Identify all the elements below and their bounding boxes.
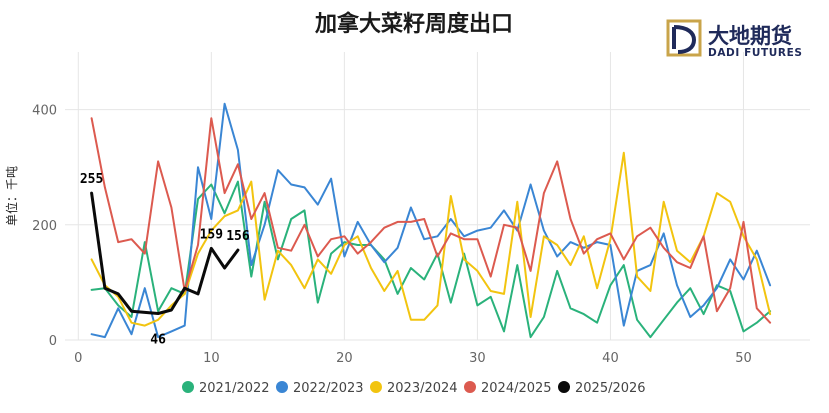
legend-label: 2021/2022 bbox=[199, 381, 270, 396]
legend-item[interactable]: 2022/2023 bbox=[276, 381, 364, 396]
data-label: 255 bbox=[80, 172, 103, 187]
legend-label: 2022/2023 bbox=[293, 381, 364, 396]
x-tick-label: 0 bbox=[74, 351, 82, 366]
legend-label: 2024/2025 bbox=[481, 381, 552, 396]
legend-label: 2023/2024 bbox=[387, 381, 458, 396]
legend-marker bbox=[276, 381, 288, 393]
legend-item[interactable]: 2021/2022 bbox=[182, 381, 270, 396]
x-tick-label: 20 bbox=[336, 351, 353, 366]
legend-item[interactable]: 2024/2025 bbox=[464, 381, 552, 396]
data-label: 46 bbox=[150, 333, 166, 348]
legend-label: 2025/2026 bbox=[575, 381, 646, 396]
y-tick-label: 0 bbox=[49, 334, 57, 349]
legend: 2021/2022 2022/2023 2023/2024 2024/2025 2025… bbox=[182, 381, 646, 396]
series-line-2023-2024 bbox=[90, 151, 772, 327]
x-tick-label: 50 bbox=[735, 351, 752, 366]
data-label: 159 bbox=[200, 227, 223, 242]
data-label: 156 bbox=[226, 229, 250, 244]
chart-title: 加拿大菜籽周度出口 bbox=[314, 11, 513, 37]
x-tick-label: 10 bbox=[203, 351, 220, 366]
y-tick-label: 200 bbox=[32, 219, 57, 234]
gridlines bbox=[65, 52, 810, 341]
series-line-2024-2025 bbox=[90, 117, 772, 324]
series-line-2025-2026 bbox=[90, 191, 240, 315]
legend-item[interactable]: 2025/2026 bbox=[558, 381, 646, 396]
brand-logo: 大地期货 DADI FUTURES bbox=[666, 19, 803, 59]
data-labels: 255 46 159 156 bbox=[80, 172, 250, 347]
y-axis-label: 单位：千吨 bbox=[4, 166, 19, 226]
series-lines bbox=[90, 102, 772, 339]
legend-marker bbox=[370, 381, 382, 393]
legend-item[interactable]: 2023/2024 bbox=[370, 381, 458, 396]
logo-english-text: DADI FUTURES bbox=[708, 47, 803, 59]
dadi-logo-mark-icon bbox=[666, 19, 702, 57]
y-tick-label: 400 bbox=[32, 104, 57, 119]
legend-marker bbox=[182, 381, 194, 393]
logo-chinese-text: 大地期货 bbox=[708, 24, 792, 48]
x-tick-label: 40 bbox=[602, 351, 619, 366]
y-axis-ticks: 0 200 400 bbox=[32, 104, 57, 349]
x-tick-label: 30 bbox=[469, 351, 486, 366]
x-axis-ticks: 0 10 20 30 40 50 bbox=[74, 351, 752, 366]
legend-marker bbox=[464, 381, 476, 393]
legend-marker bbox=[558, 381, 570, 393]
